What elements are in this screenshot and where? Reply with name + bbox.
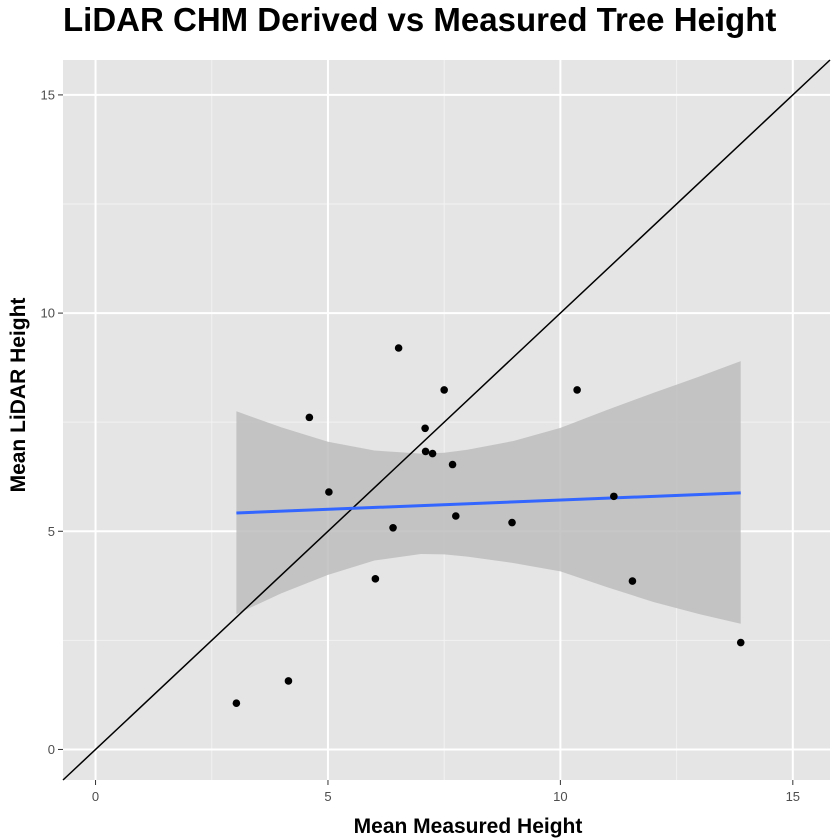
data-point-7 (421, 424, 429, 433)
data-point-6 (394, 344, 403, 352)
confidence-band-layer (236, 361, 741, 624)
points-layer (232, 344, 745, 707)
data-point-3 (325, 488, 333, 496)
x-tick-label-3: 15 (786, 789, 800, 804)
grid-major (63, 60, 830, 780)
y-axis-ticks: 0 5 10 15 (41, 87, 63, 757)
x-tick-label-1: 5 (324, 789, 331, 804)
data-point-10 (440, 386, 448, 394)
reference-line (62, 59, 831, 781)
y-axis-label: Mean LiDAR Height (7, 298, 30, 493)
data-point-16 (628, 577, 637, 585)
data-point-12 (451, 512, 460, 520)
reference-line-layer (62, 59, 831, 781)
data-point-14 (573, 386, 581, 394)
x-tick-label-0: 0 (92, 789, 99, 804)
data-point-9 (428, 449, 437, 458)
data-point-4 (371, 575, 380, 583)
data-point-0 (232, 699, 241, 707)
grid-minor (63, 60, 830, 780)
data-point-1 (284, 677, 293, 685)
y-tick-label-0: 0 (48, 742, 55, 757)
y-tick-label-3: 15 (41, 87, 55, 102)
fit-line (236, 491, 741, 515)
data-point-5 (389, 523, 397, 532)
data-point-8 (421, 447, 430, 456)
data-point-11 (448, 460, 457, 469)
data-point-13 (508, 518, 516, 527)
x-tick-label-2: 10 (553, 789, 567, 804)
y-tick-label-2: 10 (41, 306, 55, 321)
data-point-17 (736, 638, 745, 647)
x-axis-label: Mean Measured Height (354, 815, 583, 838)
x-axis-ticks: 0 5 10 15 (92, 780, 800, 804)
data-point-15 (610, 492, 618, 501)
confidence-band (236, 361, 741, 624)
chart-title: LiDAR CHM Derived vs Measured Tree Heigh… (63, 1, 776, 38)
data-point-2 (305, 413, 314, 422)
fit-line-layer (236, 491, 741, 515)
y-tick-label-1: 5 (48, 524, 55, 539)
